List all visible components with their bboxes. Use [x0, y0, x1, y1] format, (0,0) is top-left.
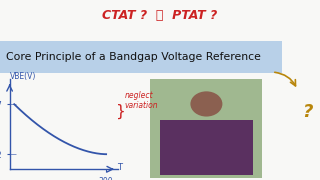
Text: VBE(V): VBE(V)	[10, 72, 36, 81]
Text: Core Principle of a Bandgap Voltage Reference: Core Principle of a Bandgap Voltage Refe…	[6, 52, 261, 62]
FancyBboxPatch shape	[150, 79, 262, 178]
Text: CTAT ?  🤔  PTAT ?: CTAT ? 🤔 PTAT ?	[102, 9, 218, 22]
FancyBboxPatch shape	[0, 41, 282, 73]
Text: neglect
variation: neglect variation	[125, 91, 158, 111]
FancyBboxPatch shape	[160, 120, 253, 175]
Text: ?: ?	[302, 103, 312, 121]
Ellipse shape	[190, 91, 222, 117]
Text: }: }	[115, 104, 125, 119]
Text: T: T	[117, 163, 123, 172]
